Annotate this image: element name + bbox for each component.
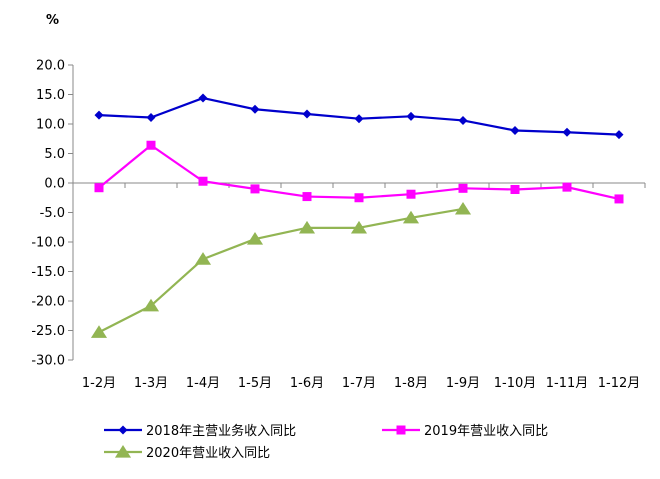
- data-point: [250, 104, 260, 114]
- x-tick-label: 1-2月: [82, 376, 116, 391]
- series-layer: [90, 93, 624, 338]
- y-tick-label: -15.0: [31, 265, 65, 280]
- series-line: [98, 207, 464, 334]
- data-point: [90, 325, 108, 338]
- legend-label: 2018年主营业务收入同比: [146, 423, 296, 439]
- data-point: [194, 252, 212, 265]
- data-point: [562, 127, 572, 137]
- y-tick-label: -10.0: [31, 236, 65, 251]
- y-tick-label: 5.0: [44, 147, 65, 162]
- data-point: [406, 189, 416, 199]
- y-unit-label: %: [46, 13, 59, 28]
- data-point: [302, 109, 312, 119]
- data-point: [146, 113, 156, 123]
- x-tick-label: 1-5月: [238, 376, 272, 391]
- data-point: [510, 125, 520, 135]
- legend-item: 2018年主营业务收入同比: [104, 423, 296, 439]
- data-point: [354, 193, 364, 203]
- data-point: [298, 220, 316, 234]
- x-tick-label: 1-8月: [394, 376, 428, 391]
- data-point: [350, 220, 368, 234]
- x-tick-label: 1-7月: [342, 376, 376, 391]
- x-tick-label: 1-12月: [598, 376, 641, 391]
- legend: 2018年主营业务收入同比 2019年营业收入同比 2020年营业收入同比: [104, 423, 548, 461]
- x-tick-label: 1-4月: [186, 376, 220, 391]
- data-point: [302, 192, 312, 202]
- data-point: [198, 93, 208, 103]
- x-tick-label: 1-3月: [134, 376, 168, 391]
- data-point: [614, 194, 624, 204]
- data-point: [406, 111, 416, 121]
- x-tick-label: 1-9月: [446, 376, 480, 391]
- legend-marker: [114, 445, 132, 458]
- x-axis-ticks: 1-2月 1-3月 1-4月 1-5月 1-6月 1-7月 1-8月 1-9月 1-10月 1-1…: [72, 183, 646, 391]
- legend-item: 2020年营业收入同比: [104, 445, 270, 461]
- data-point: [146, 140, 156, 150]
- legend-item: 2019年营业收入同比: [382, 424, 548, 439]
- data-point: [458, 115, 468, 125]
- series-1: [94, 93, 624, 140]
- data-point: [458, 183, 468, 193]
- data-point: [94, 110, 104, 120]
- y-axis-ticks: 20.0 15.0 10.0 5.0 0.0 -5.0 -10.0 -15.0 -20.0 -25…: [31, 59, 73, 369]
- legend-marker: [118, 425, 128, 435]
- x-tick-label: 1-6月: [290, 376, 324, 391]
- legend-label: 2019年营业收入同比: [424, 424, 548, 439]
- data-point: [402, 210, 420, 224]
- x-tick-label: 1-10月: [494, 376, 537, 391]
- y-tick-label: 0.0: [44, 177, 65, 192]
- y-tick-label: 15.0: [36, 88, 65, 103]
- y-tick-label: -25.0: [31, 324, 65, 339]
- y-tick-label: -5.0: [40, 206, 65, 221]
- y-tick-label: -20.0: [31, 295, 65, 310]
- data-point: [354, 114, 364, 124]
- data-point: [250, 184, 260, 194]
- y-tick-label: -30.0: [31, 354, 65, 369]
- y-tick-label: 20.0: [36, 59, 65, 74]
- data-point: [246, 232, 264, 245]
- x-tick-label: 1-11月: [546, 376, 589, 391]
- data-point: [94, 183, 104, 193]
- series-2: [94, 140, 624, 204]
- data-point: [562, 182, 572, 192]
- y-tick-label: 10.0: [36, 118, 65, 133]
- legend-marker: [396, 425, 406, 435]
- legend-label: 2020年营业收入同比: [146, 446, 270, 461]
- series-3: [90, 201, 472, 338]
- data-point: [614, 130, 624, 140]
- series-line: [98, 144, 620, 201]
- data-point: [198, 176, 208, 186]
- data-point: [142, 298, 160, 312]
- data-point: [510, 184, 520, 194]
- data-point: [454, 201, 472, 215]
